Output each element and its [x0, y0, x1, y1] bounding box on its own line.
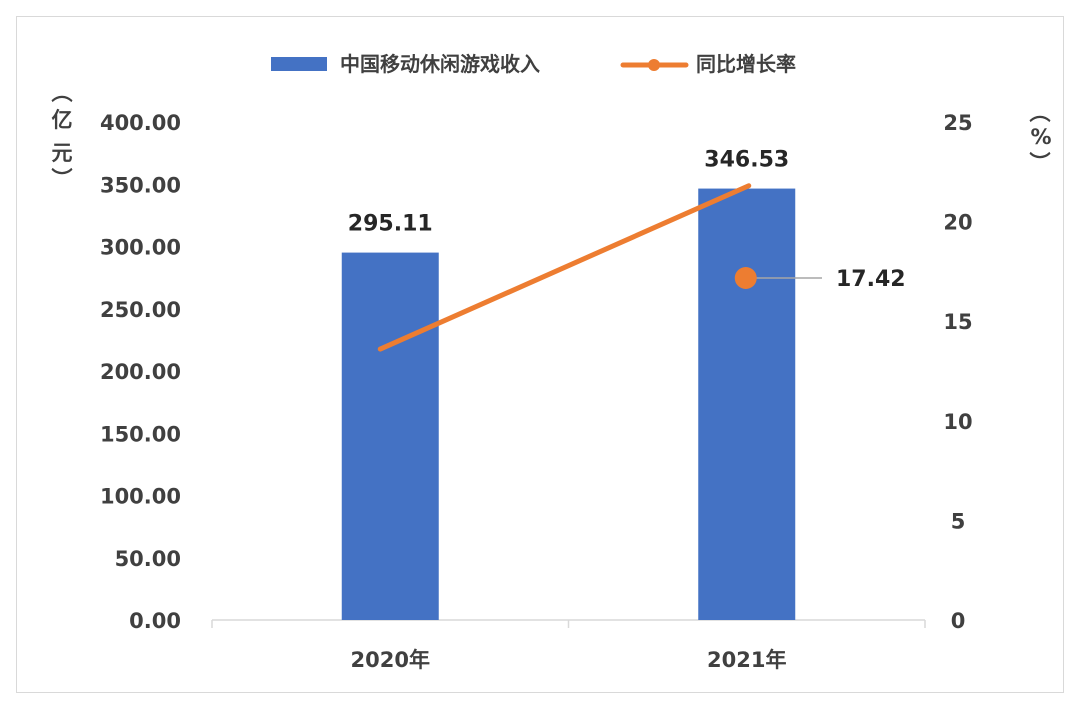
- bar: [698, 188, 796, 621]
- annotation-label: 17.42: [836, 267, 906, 292]
- x-tick-label: 2021年: [707, 648, 786, 672]
- y-left-tick-label: 150.00: [100, 422, 181, 446]
- annotation-point: [734, 266, 757, 289]
- bar-data-label: 295.11: [348, 212, 433, 237]
- x-tick-label: 2020年: [351, 648, 430, 672]
- legend-label-line: 同比增长率: [696, 52, 796, 76]
- y-right-unit: （ % ）: [1027, 102, 1052, 173]
- y-left-tick-label: 350.00: [100, 173, 181, 197]
- bar: [341, 252, 439, 620]
- y-left-tick-label: 300.00: [100, 236, 181, 260]
- y-right-tick-label: 5: [951, 509, 966, 533]
- y-left-unit: （ 亿 元 ）: [49, 82, 73, 189]
- x-axis: 2020年 2021年: [211, 619, 926, 672]
- y-right-tick-label: 15: [943, 310, 972, 334]
- y-left-tick-label: 100.00: [100, 485, 181, 509]
- bars: [341, 188, 796, 621]
- legend-swatch-marker: [648, 59, 660, 71]
- y-left-tick-label: 250.00: [100, 298, 181, 322]
- y-left-unit-char-0: （: [49, 82, 73, 103]
- chart-frame: [16, 16, 1064, 693]
- y-right-unit-char-2: ）: [1027, 152, 1051, 173]
- growth-line: [377, 183, 752, 352]
- legend: 中国移动休闲游戏收入 同比增长率: [271, 52, 796, 76]
- bar-labels: 295.11 346.53: [348, 148, 789, 237]
- y-left-ticks: 0.00 50.00 100.00 150.00 200.00 250.00 300.00 3…: [100, 111, 181, 633]
- y-right-ticks: 0 5 10 15 20 25: [943, 111, 972, 633]
- y-left-unit-char-1: 亿: [52, 108, 73, 132]
- line-series: [377, 183, 752, 352]
- y-right-tick-label: 25: [943, 111, 972, 135]
- y-left-tick-label: 400.00: [100, 111, 181, 135]
- bar-data-label: 346.53: [704, 148, 789, 173]
- y-left-unit-char-3: ）: [49, 168, 73, 189]
- annotation: 17.42: [734, 266, 906, 292]
- y-right-tick-label: 20: [943, 211, 972, 235]
- y-left-tick-label: 200.00: [100, 360, 181, 384]
- y-right-unit-char-0: （: [1027, 102, 1051, 123]
- legend-swatch-bar: [271, 57, 327, 71]
- legend-label-bar: 中国移动休闲游戏收入: [340, 52, 540, 76]
- y-left-unit-char-2: 元: [52, 141, 73, 165]
- y-right-tick-label: 10: [943, 410, 972, 434]
- y-left-tick-label: 50.00: [115, 547, 181, 571]
- y-right-unit-char-1: %: [1030, 125, 1051, 149]
- y-right-tick-label: 0: [951, 609, 966, 633]
- y-left-tick-label: 0.00: [129, 609, 181, 633]
